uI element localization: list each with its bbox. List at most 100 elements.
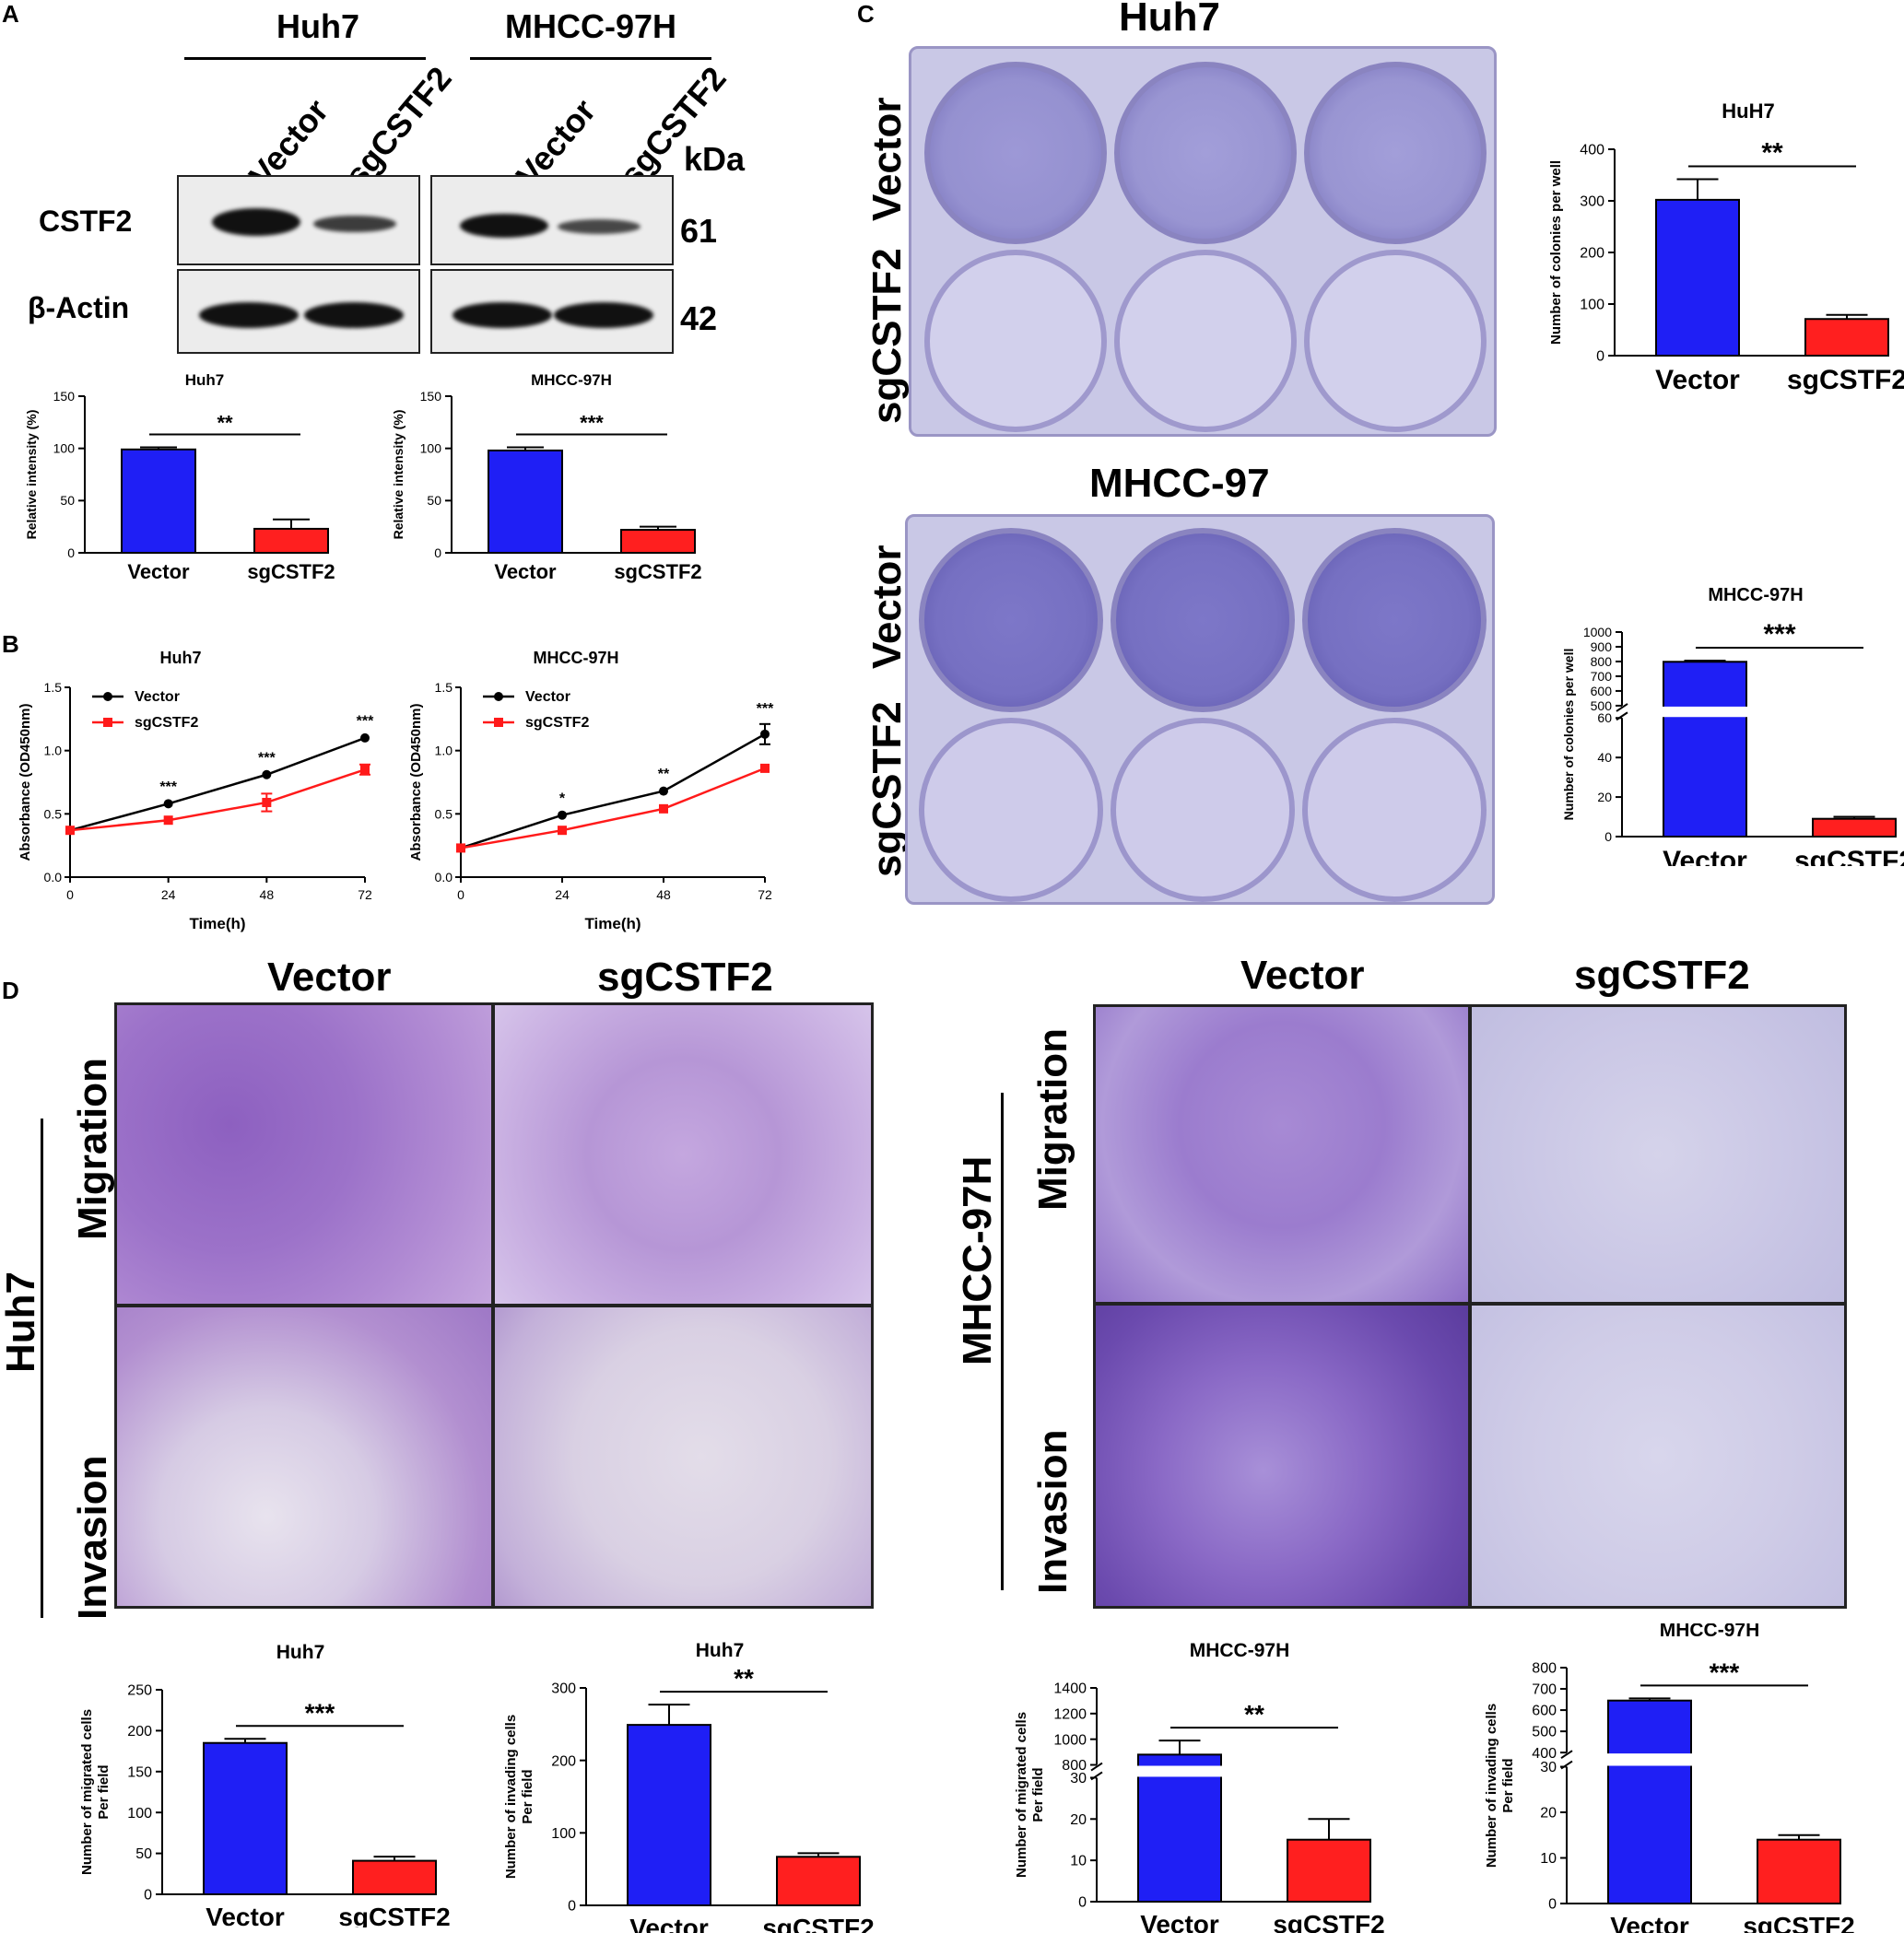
blot-huh7-actin: [177, 269, 420, 354]
legend-marker: [103, 692, 112, 701]
point-sgcstf2: [65, 826, 75, 836]
bar-vector: [121, 448, 196, 554]
micro-cellline-huh7: Huh7: [0, 1271, 43, 1373]
point-sgcstf2: [262, 797, 272, 807]
blot-mhcc-actin: [430, 269, 674, 354]
x-category-label: sgCSTF2: [1787, 365, 1904, 395]
point-vector: [262, 769, 272, 779]
point-vector: [163, 799, 173, 809]
micro-cellline-mhcc: MHCC-97H: [955, 1155, 1000, 1365]
y-axis-label: Relative intensity (%): [24, 410, 39, 540]
x-tick-label: 72: [358, 887, 372, 902]
legend-marker: [494, 692, 503, 701]
bar-sgcstf2: [352, 1859, 437, 1896]
chart-c1-huh7-colonies: 0 100 200 300 400 Number of colonies per well…: [1548, 101, 1904, 395]
point-sgcstf2: [163, 815, 173, 826]
chart-title: Huh7: [276, 1642, 325, 1663]
significance-label: ***: [357, 714, 374, 730]
y-tick-label: 300: [1580, 194, 1604, 210]
point-sgcstf2: [659, 803, 668, 814]
y-tick-label: 10: [1540, 1851, 1557, 1867]
y-tick-label: 1.0: [44, 744, 63, 758]
chart-title: MHCC-97H: [1708, 585, 1803, 605]
chart-d1-huh7-migrated: 0 50 100 150 200 250 Number of migrated cells P…: [79, 1642, 450, 1927]
blot-huh7-cstf2: [177, 175, 420, 265]
y-tick-label: 20: [1540, 1806, 1557, 1822]
y-axis-label: Absorbance (OD450nm): [408, 704, 424, 861]
micro-row-migration-left: Migration: [70, 1058, 115, 1240]
bar-vector: [488, 449, 563, 554]
legend-label: Vector: [135, 689, 180, 705]
y-axis-label: Absorbance (OD450nm): [18, 704, 33, 861]
y-axis-label: Per field: [520, 1769, 535, 1823]
micro-col-vector-left: Vector: [267, 955, 392, 1000]
y-tick-label: 800: [1062, 1758, 1087, 1774]
point-sgcstf2: [760, 763, 770, 773]
legend-label: sgCSTF2: [525, 715, 589, 731]
y-tick-label: 100: [53, 441, 76, 456]
y-tick-label: 0: [434, 545, 441, 560]
bar-vector: [1137, 1753, 1222, 1903]
chart-title: Huh7: [185, 371, 225, 389]
y-axis-label: Number of colonies per well: [1561, 649, 1576, 821]
significance-label: **: [217, 412, 233, 435]
y-axis-label: Number of colonies per well: [1548, 160, 1564, 345]
bar-break-gap: [1662, 706, 1748, 718]
point-vector: [558, 810, 567, 820]
chart-title: Huh7: [160, 649, 202, 667]
micro-col-sgcstf2-right: sgCSTF2: [1574, 953, 1750, 998]
significance-label: ***: [580, 412, 604, 435]
significance-label: ***: [305, 1698, 335, 1727]
y-tick-label: 700: [1532, 1682, 1557, 1698]
micro-mhcc-invasion-sgcstf2: [1469, 1303, 1847, 1609]
x-category-label: Vector: [206, 1903, 285, 1927]
axis-break-mark: [1616, 703, 1628, 712]
y-tick-label: 150: [420, 389, 442, 404]
y-tick-label: 0.0: [44, 870, 63, 884]
significance-label: ***: [1710, 1658, 1740, 1686]
colony-plate-mhcc: [905, 514, 1495, 905]
y-tick-label: 250: [127, 1683, 152, 1699]
point-vector: [760, 729, 770, 739]
panel-letter-a: A: [2, 0, 19, 28]
blot-group-label-2: MHCC-97H: [505, 7, 677, 45]
chart-b2-mhcc-growth: 0.0 0.5 1.0 1.5 0 24 48 72 Time(h) Absorbance (OD…: [408, 649, 774, 932]
chart-title: HuH7: [1722, 101, 1774, 123]
y-tick-label: 1.0: [435, 744, 453, 758]
point-sgcstf2: [360, 765, 370, 775]
y-tick-label: 20: [1597, 790, 1612, 804]
y-tick-label: 0.5: [435, 806, 453, 821]
micro-huh7-migration-sgcstf2: [492, 1002, 874, 1306]
y-axis-label: Relative intensity (%): [391, 410, 405, 540]
point-vector: [659, 786, 668, 796]
significance-label: **: [1761, 137, 1783, 168]
chart-b1-huh7-growth: 0.0 0.5 1.0 1.5 0 24 48 72 Time(h) Absorbance (OD…: [18, 649, 374, 932]
plate2-row-vector: Vector: [864, 545, 910, 669]
y-tick-label: 50: [60, 493, 75, 508]
x-category-label: sgCSTF2: [762, 1914, 874, 1933]
y-tick-label: 0: [1604, 829, 1612, 844]
series-line-vector: [69, 736, 366, 832]
micro-huh7-invasion-sgcstf2: [492, 1305, 874, 1609]
y-tick-label: 700: [1591, 669, 1613, 684]
panel-letter-c: C: [857, 0, 875, 28]
x-tick-label: 0: [66, 887, 74, 902]
y-tick-label: 0: [144, 1888, 152, 1904]
micro-huh7-invasion-vector: [114, 1305, 494, 1609]
micro-col-vector-right: Vector: [1240, 953, 1365, 998]
kda-label: kDa: [684, 140, 746, 178]
significance-label: *: [559, 791, 566, 806]
bar-sgcstf2: [1812, 817, 1897, 838]
y-tick-label: 400: [1580, 143, 1604, 158]
y-tick-label: 1000: [1583, 625, 1612, 639]
x-axis-label: Time(h): [584, 915, 641, 932]
micro-row-migration-right: Migration: [1030, 1028, 1075, 1211]
chart-title: MHCC-97H: [1660, 1623, 1760, 1641]
y-axis-label: Number of invading cells: [503, 1715, 519, 1879]
x-category-label: Vector: [1140, 1910, 1219, 1933]
plate-title-huh7: Huh7: [1119, 0, 1220, 40]
significance-label: ***: [159, 779, 177, 795]
y-tick-label: 30: [1070, 1771, 1087, 1787]
